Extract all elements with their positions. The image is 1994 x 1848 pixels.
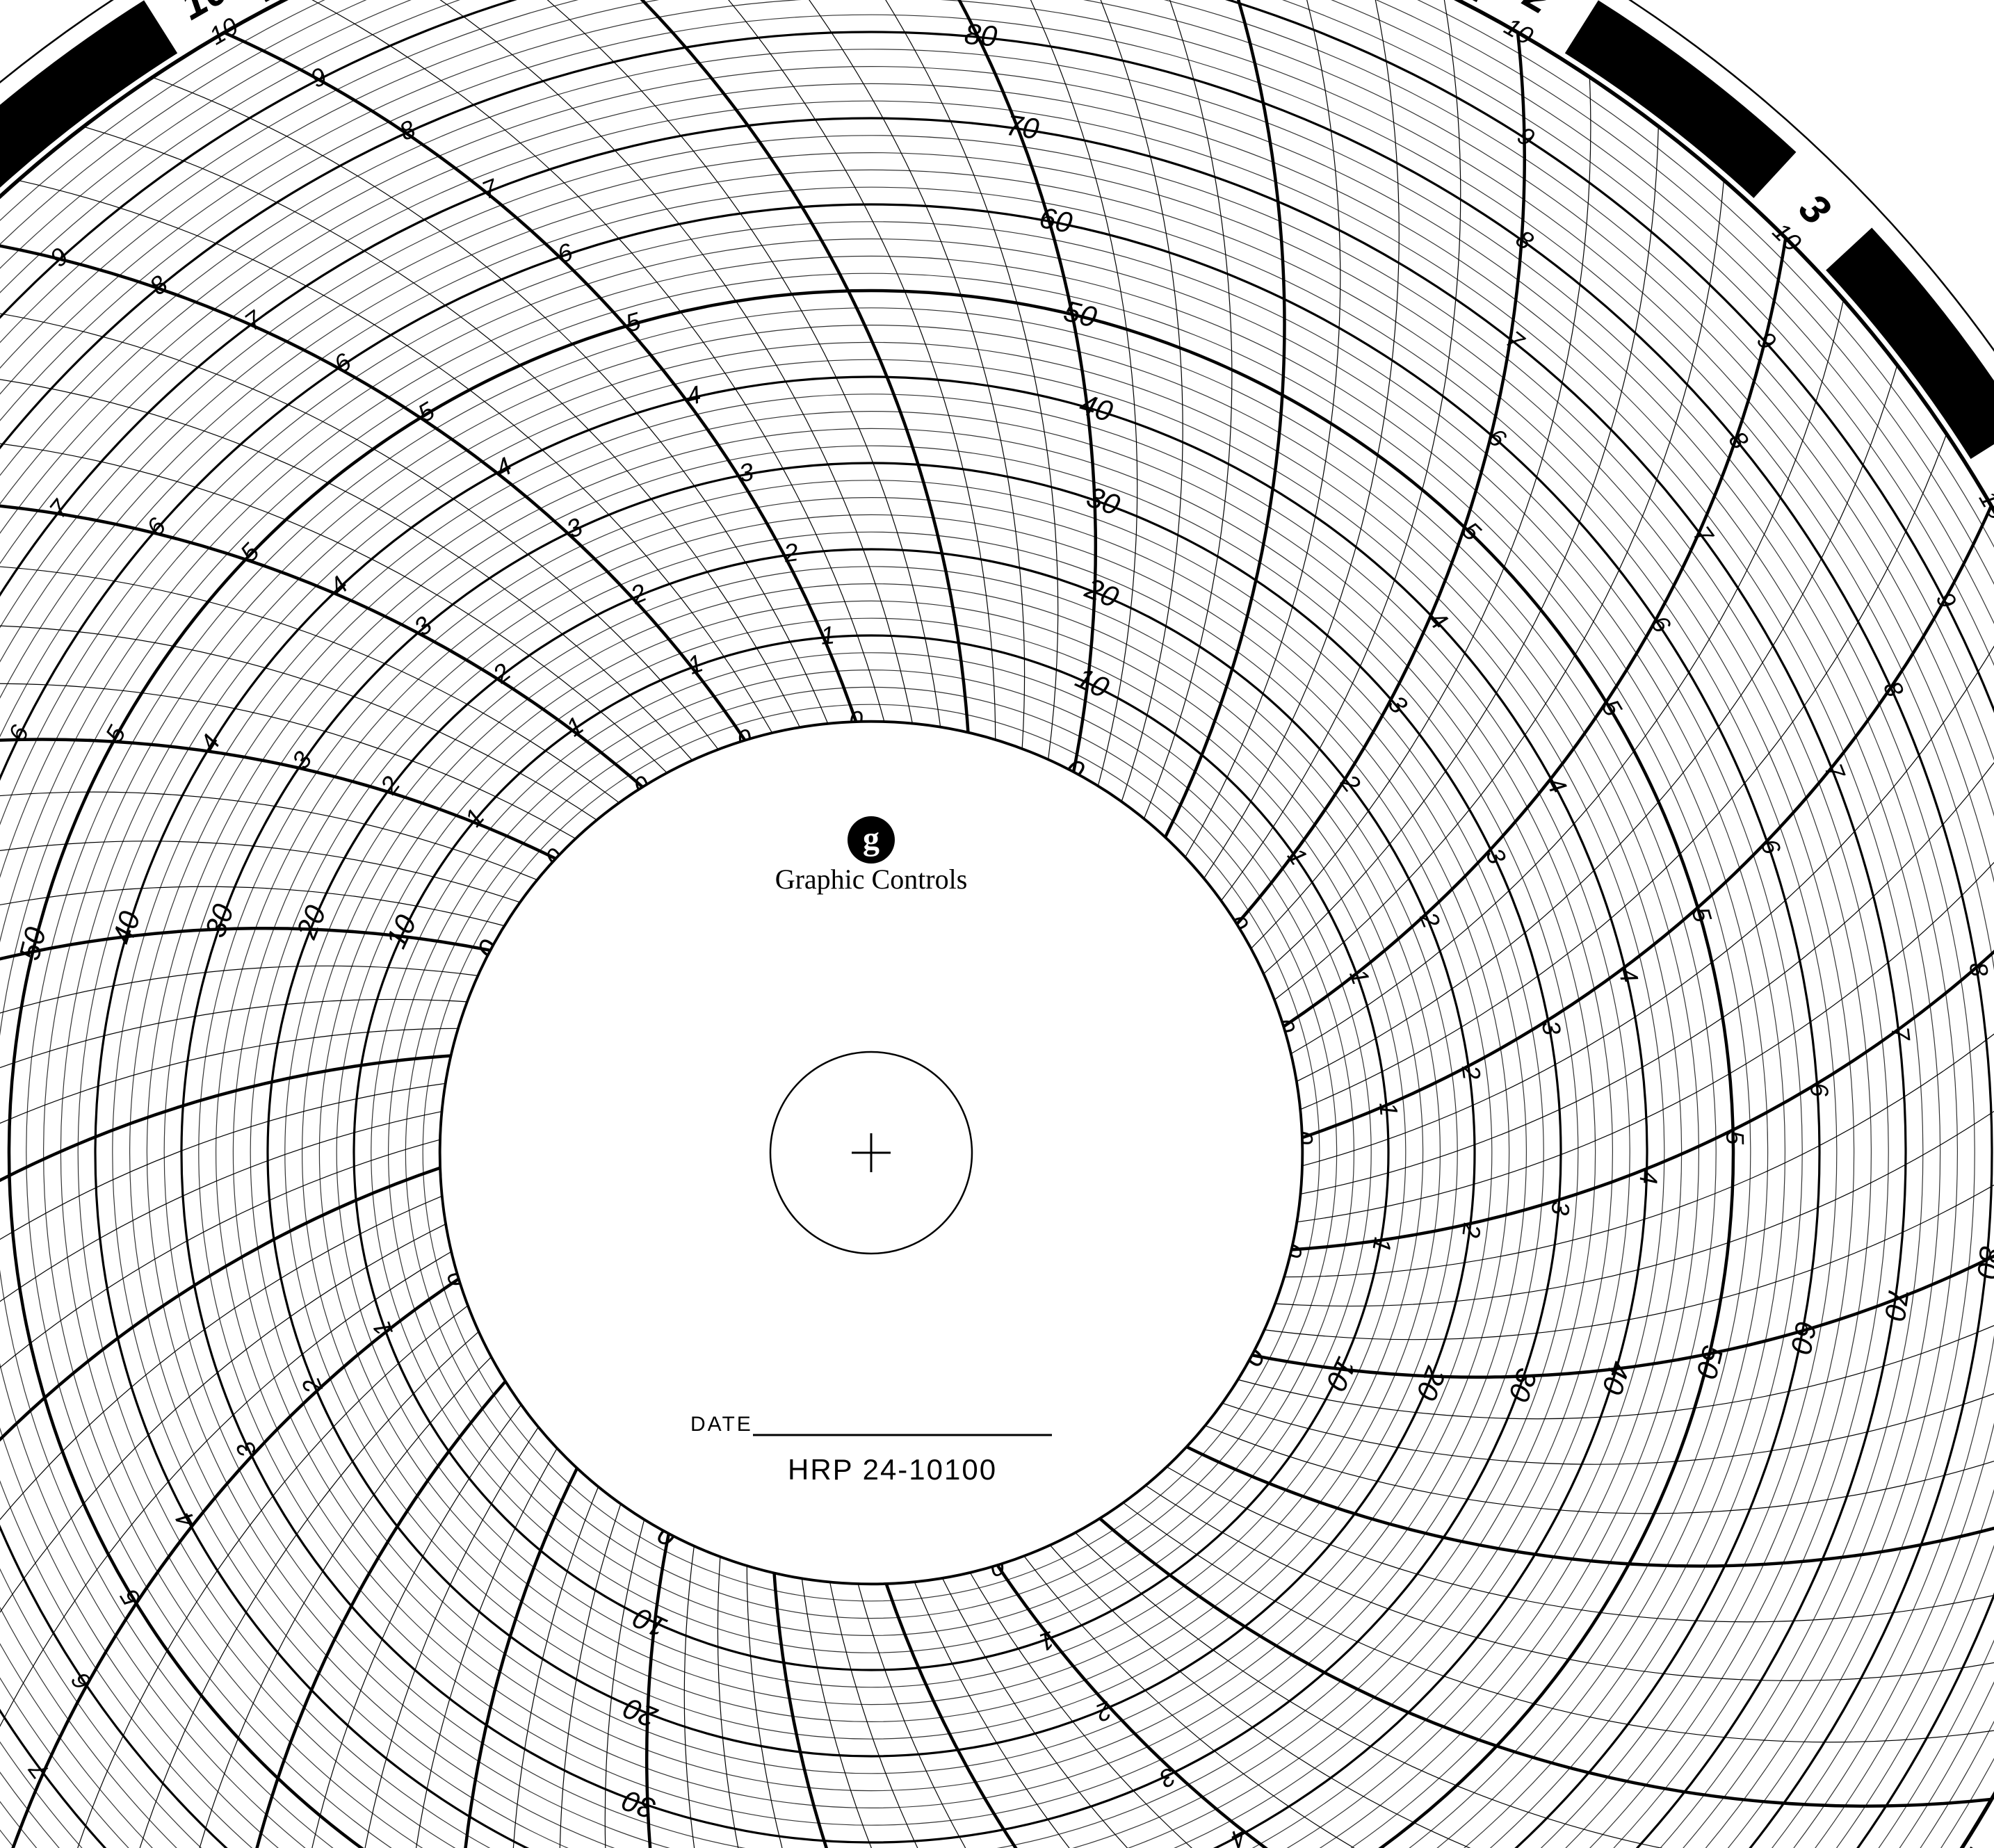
brand-label: Graphic Controls [775,864,968,895]
model-number: HRP 24-10100 [788,1453,997,1486]
scale-value: 80 [1971,1245,1994,1281]
scale-value: 60 [1037,201,1076,239]
circular-chart: MIDNIGHT123456 AM78910111212345678910110… [0,0,1994,1848]
scale-value: 80 [963,17,999,53]
svg-text:g: g [863,820,880,857]
scale-value-small: 5 [1721,1130,1749,1146]
hub: g Graphic Controls DATE HRP 24-10100 [440,722,1302,1584]
scale-value-small: 3 [1546,1200,1575,1216]
scale-value-small: 4 [1635,1169,1664,1184]
scale-value-small: 1 [820,620,836,650]
scale-value: 60 [1785,1318,1823,1357]
scale-value: 70 [1004,108,1041,145]
scale-value: 70 [1879,1286,1915,1323]
scale-value-small: 6 [1805,1082,1834,1099]
date-label: DATE [690,1413,753,1436]
scale-value-small: 1 [1374,1101,1404,1117]
